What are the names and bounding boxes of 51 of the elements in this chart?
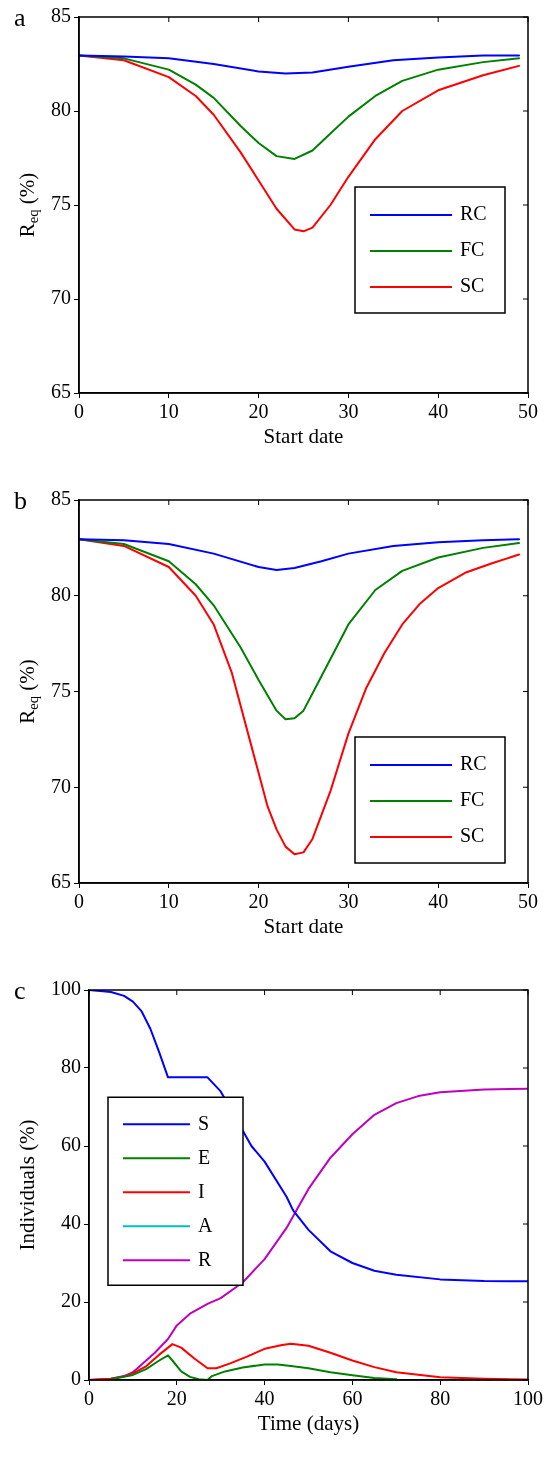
y-tick-label: 40 — [61, 1211, 81, 1234]
y-tick-label: 80 — [61, 1055, 81, 1078]
x-tick-label: 40 — [428, 890, 449, 913]
legend-label: RC — [460, 752, 487, 775]
x-tick-label: 100 — [513, 1387, 543, 1410]
x-tick-label: 40 — [428, 400, 449, 423]
x-tick-label: 20 — [248, 890, 269, 913]
x-axis-title: Start date — [263, 423, 344, 448]
x-tick-label: 20 — [248, 400, 269, 423]
legend-label: A — [198, 1213, 213, 1236]
y-tick-label: 65 — [51, 870, 71, 893]
chart-title: c — [14, 975, 26, 1005]
legend-label: FC — [460, 238, 485, 261]
x-axis-title: Time (days) — [257, 1410, 360, 1435]
y-tick-label: 75 — [51, 678, 71, 701]
legend-label: R — [198, 1247, 212, 1270]
y-tick-label: 85 — [51, 487, 71, 510]
y-tick-label: 80 — [51, 98, 71, 121]
y-tick-label: 65 — [51, 380, 71, 403]
x-tick-label: 30 — [338, 890, 359, 913]
legend-label: RC — [460, 202, 487, 225]
x-tick-label: 20 — [166, 1387, 187, 1410]
y-tick-label: 75 — [51, 192, 71, 215]
y-axis-title: Req (%) — [14, 659, 42, 724]
x-tick-label: 60 — [342, 1387, 363, 1410]
x-axis-title: Start date — [263, 913, 344, 938]
x-tick-label: 80 — [430, 1387, 451, 1410]
x-tick-label: 30 — [338, 400, 359, 423]
legend-label: E — [198, 1145, 211, 1168]
x-tick-label: 10 — [158, 890, 179, 913]
x-tick-label: 10 — [158, 400, 179, 423]
chart-title: b — [14, 485, 27, 515]
x-tick-label: 50 — [518, 400, 538, 423]
y-tick-label: 70 — [51, 286, 71, 309]
y-axis-title: Req (%) — [14, 172, 42, 238]
y-tick-label: 80 — [51, 583, 71, 605]
y-tick-label: 0 — [71, 1367, 81, 1390]
y-tick-label: 100 — [51, 977, 81, 1000]
legend-label: SC — [460, 824, 485, 847]
legend-label: SC — [460, 274, 485, 297]
chart-title: a — [14, 2, 26, 32]
y-tick-label: 85 — [51, 4, 71, 27]
y-tick-label: 70 — [51, 774, 71, 797]
legend-label: FC — [460, 788, 485, 811]
x-tick-label: 40 — [254, 1387, 275, 1410]
y-tick-label: 20 — [61, 1289, 81, 1312]
legend-label: I — [198, 1179, 205, 1202]
y-tick-label: 60 — [61, 1133, 81, 1156]
y-axis-title: Individuals (%) — [14, 1119, 39, 1251]
x-tick-label: 50 — [518, 890, 538, 913]
legend-label: S — [198, 1111, 210, 1134]
